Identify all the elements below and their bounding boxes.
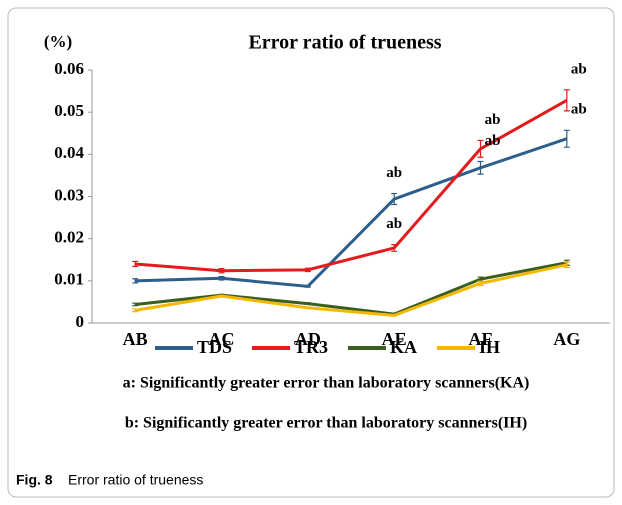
y-tick-label: 0.03 xyxy=(54,185,84,204)
x-tick-label: AG xyxy=(553,329,580,349)
annotation: ab xyxy=(485,133,501,149)
annotation: ab xyxy=(485,112,501,128)
x-tick-label: AB xyxy=(123,329,148,349)
error-bar xyxy=(477,139,484,158)
annotation: ab xyxy=(571,61,587,77)
annotation: ab xyxy=(386,216,402,232)
error-bar xyxy=(132,260,139,268)
note: a: Significantly greater error than labo… xyxy=(123,375,530,392)
x-tick-label: AE xyxy=(382,329,407,349)
y-unit: (%) xyxy=(44,32,72,51)
error-bar xyxy=(304,267,311,273)
annotation: ab xyxy=(571,102,587,118)
error-bar xyxy=(132,278,139,284)
frame xyxy=(7,7,615,498)
error-bar xyxy=(132,308,139,313)
y-tick-label: 0.05 xyxy=(54,101,84,120)
chart-title: Error ratio of trueness xyxy=(248,32,441,54)
error-bar xyxy=(218,276,225,281)
series-line xyxy=(135,261,568,316)
error-bar xyxy=(477,160,484,175)
error-bar xyxy=(563,261,570,268)
note: b: Significantly greater error than labo… xyxy=(125,415,527,432)
annotation: ab xyxy=(386,165,402,181)
series-line xyxy=(135,137,568,288)
legend-label: KA xyxy=(390,337,417,357)
y-tick-label: 0.06 xyxy=(54,59,84,78)
y-tick-label: 0.02 xyxy=(54,228,84,247)
error-bar xyxy=(218,294,225,298)
error-bar xyxy=(132,302,139,307)
legend-label: TDS xyxy=(197,337,232,357)
y-tick-label: 0 xyxy=(76,312,85,331)
caption-text: Error ratio of trueness xyxy=(68,472,203,488)
error-bar xyxy=(563,89,570,112)
y-tick-label: 0.01 xyxy=(54,270,84,289)
error-bar xyxy=(304,302,311,306)
y-tick-label: 0.04 xyxy=(54,143,84,162)
error-bar xyxy=(477,280,484,287)
error-bar xyxy=(391,243,398,252)
caption-label: Fig. 8 xyxy=(16,472,53,488)
error-bar xyxy=(304,306,311,310)
error-bar xyxy=(391,192,398,206)
legend-label: TR3 xyxy=(294,337,328,357)
x-tick-label: AD xyxy=(295,329,321,349)
series-line xyxy=(135,99,568,273)
error-bar xyxy=(391,314,398,317)
x-tick-label: AC xyxy=(209,329,235,349)
error-bar xyxy=(563,129,570,148)
error-bar xyxy=(218,268,225,274)
x-tick-label: AF xyxy=(469,329,493,349)
legend-label: IH xyxy=(479,337,500,357)
error-bar xyxy=(304,284,311,288)
series-line xyxy=(134,263,568,317)
